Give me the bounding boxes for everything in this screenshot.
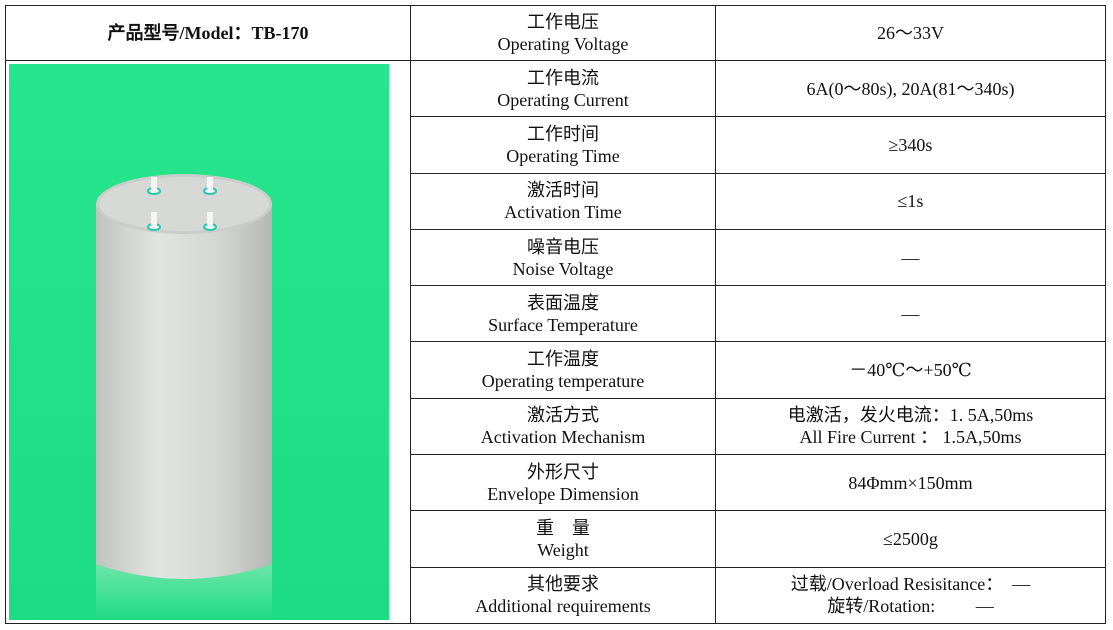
value-line: 过载/Overload Resisitance： — (790, 574, 1031, 595)
table-row: 工作电流 Operating Current 6A(0～80s), 20A(81～3… (5, 59, 1106, 624)
parameter-name: 激活时间 Activation Time (410, 172, 716, 230)
value-line: — (901, 303, 920, 324)
parameter-value: — (715, 228, 1106, 287)
parameter-en: Operating Time (506, 145, 620, 166)
parameter-zh: 激活方式 (527, 405, 599, 426)
parameter-en: Additional requirements (475, 596, 651, 617)
parameter-value: — (715, 285, 1106, 343)
parameter-en: Operating Voltage (497, 34, 629, 54)
parameter-zh: 表面温度 (527, 292, 599, 313)
parameter-en: Operating temperature (481, 371, 645, 392)
parameter-name: 工作温度 Operating temperature (410, 341, 716, 399)
parameter-en: Activation Mechanism (480, 427, 646, 448)
parameter-zh: 工作电压 (527, 12, 599, 32)
parameter-zh: 外形尺寸 (527, 461, 599, 482)
parameter-en: Activation Time (504, 202, 622, 223)
parameter-zh: 重 量 (536, 518, 590, 539)
parameter-en: Weight (537, 540, 589, 561)
table-row: 产品型号/Model：TB-170 工作电压 Operating Voltage 26… (5, 5, 1106, 61)
value-line: All Fire Current ： 1.5A,50ms (799, 427, 1022, 448)
value-line: 26～33V (877, 23, 944, 43)
parameter-en: Envelope Dimension (487, 483, 639, 504)
parameter-name: 工作时间 Operating Time (410, 116, 716, 174)
parameter-value: 6A(0～80s), 20A(81～340s) (715, 59, 1106, 118)
table-row: 工作时间 Operating Time ≥340s (6, 116, 1106, 174)
parameter-zh: 噪音电压 (527, 236, 599, 257)
value-line: — (901, 247, 920, 268)
parameter-name: 噪音电压 Noise Voltage (410, 228, 716, 287)
parameter-en: Operating Current (497, 89, 629, 110)
table-row: 外形尺寸 Envelope Dimension 84Φmm×150mm (6, 454, 1106, 512)
value-line: 电激活，发火电流：1. 5A,50ms (787, 405, 1034, 426)
product-render (9, 64, 389, 620)
parameter-value: ≥340s (715, 116, 1106, 174)
parameter-zh: 工作温度 (527, 349, 599, 370)
table-row: 激活方式 Activation Mechanism 电激活，发火电流：1. 5A,5… (6, 397, 1106, 456)
parameter-name: 工作电压 Operating Voltage (410, 5, 716, 61)
parameter-value: 电激活，发火电流：1. 5A,50ms All Fire Current ： 1.… (715, 397, 1106, 456)
parameter-name: 表面温度 Surface Temperature (410, 285, 716, 343)
value-line: ≤2500g (883, 529, 938, 550)
parameter-zh: 其他要求 (527, 574, 599, 595)
value-line: －40℃～+50℃ (849, 360, 972, 381)
table-row: 激活时间 Activation Time ≤1s (6, 172, 1106, 230)
table-row: 噪音电压 Noise Voltage — (6, 228, 1106, 287)
parameter-en: Noise Voltage (512, 258, 614, 279)
value-line: 84Φmm×150mm (848, 472, 973, 493)
model-title: 产品型号/Model：TB-170 (5, 5, 411, 61)
parameter-value: 过载/Overload Resisitance： — 旋转/Rotation: — (715, 566, 1106, 625)
parameter-name: 外形尺寸 Envelope Dimension (410, 454, 716, 512)
product-image (5, 60, 411, 624)
parameter-value: ≤2500g (715, 510, 1106, 568)
parameter-name: 重 量 Weight (410, 510, 716, 568)
parameter-value: ≤1s (715, 172, 1106, 230)
parameter-zh: 工作时间 (527, 123, 599, 144)
parameter-name: 激活方式 Activation Mechanism (410, 397, 716, 456)
parameter-value: 84Φmm×150mm (715, 454, 1106, 512)
table-row: 其他要求 Additional requirements 过载/Overload R… (6, 566, 1106, 625)
parameter-en: Surface Temperature (488, 314, 638, 335)
value-line: 旋转/Rotation: — (827, 596, 994, 617)
value-line: ≥340s (888, 134, 933, 155)
parameter-value: －40℃～+50℃ (715, 341, 1106, 399)
table-row: 表面温度 Surface Temperature — (6, 285, 1106, 343)
parameter-zh: 工作电流 (527, 67, 599, 88)
spec-table: 产品型号/Model：TB-170 工作电压 Operating Voltage 26… (5, 5, 1106, 625)
parameter-value: 26～33V (715, 5, 1106, 61)
table-row: 工作温度 Operating temperature －40℃～+50℃ (6, 341, 1106, 399)
parameter-name: 工作电流 Operating Current (410, 59, 716, 118)
value-line: 6A(0～80s), 20A(81～340s) (806, 78, 1015, 99)
parameter-name: 其他要求 Additional requirements (410, 566, 716, 625)
value-line: ≤1s (897, 191, 924, 212)
parameter-zh: 激活时间 (527, 180, 599, 201)
